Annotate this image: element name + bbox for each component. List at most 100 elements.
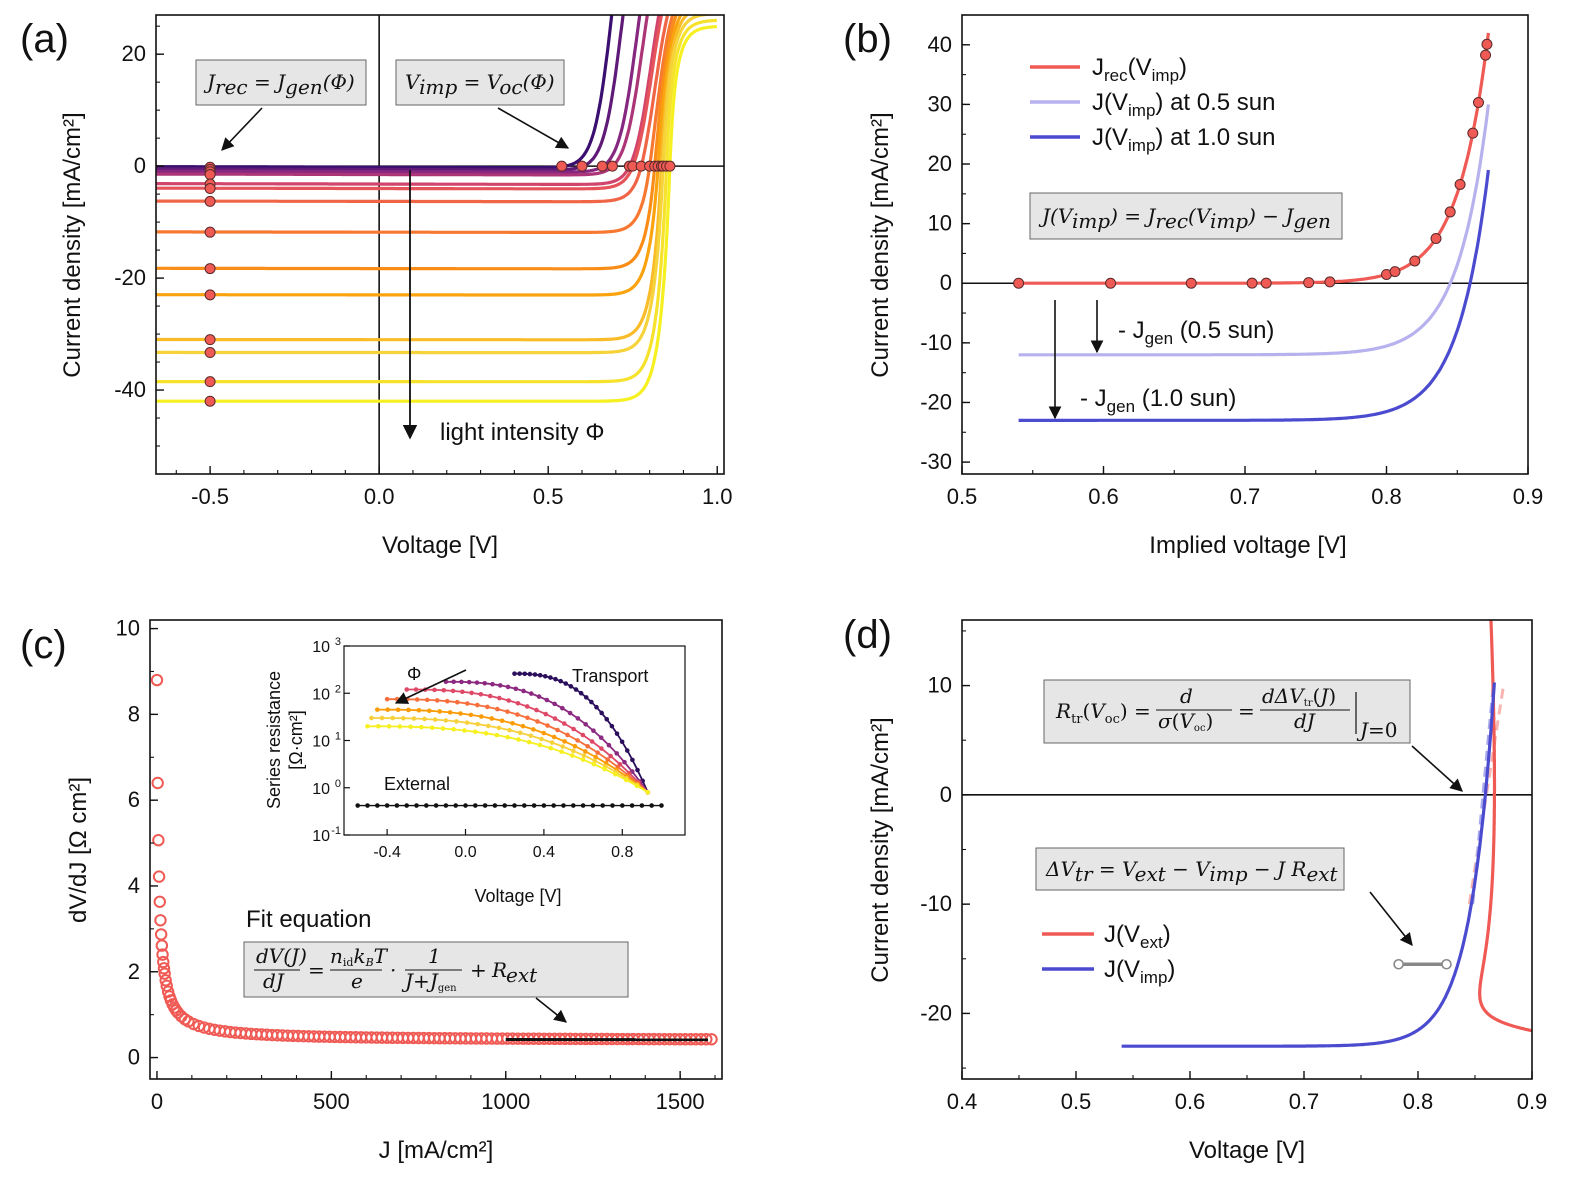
panel-a-arrow-left — [221, 107, 263, 151]
panel-c-fit-arrow — [535, 997, 567, 1023]
delta-vtr-left-marker — [1393, 958, 1404, 970]
transport-marker — [513, 686, 519, 692]
panel-a-eq-left: Jrec = Jgen(Φ) — [203, 70, 355, 99]
dvdj-marker — [156, 948, 169, 961]
iv-curve — [156, 15, 683, 297]
x-tick-label: 500 — [313, 1089, 350, 1114]
transport-marker — [645, 790, 651, 795]
transport-marker — [411, 716, 417, 721]
transport-marker — [432, 687, 437, 693]
external-marker — [610, 803, 615, 808]
inset-ylabel-line1: Series resistance — [264, 671, 284, 809]
transport-marker — [474, 680, 480, 685]
transport-marker — [549, 740, 555, 745]
jrec-marker — [1472, 96, 1484, 108]
dvdj-marker — [152, 870, 166, 883]
transport-marker — [553, 676, 558, 682]
transport-marker — [605, 757, 610, 762]
transport-marker — [451, 727, 457, 732]
transport-marker — [543, 711, 549, 717]
transport-marker — [580, 732, 586, 738]
panel-c-xlabel: J [mA/cm²] — [379, 1137, 494, 1164]
jsc-marker — [204, 169, 216, 181]
svg-text:dJ: dJ — [263, 969, 285, 993]
x-tick-label: 0.8 — [1371, 484, 1402, 509]
transport-marker — [375, 723, 381, 729]
svg-text:dV(J): dV(J) — [256, 944, 307, 968]
transport-marker — [408, 724, 413, 730]
svg-text:=: = — [1238, 699, 1255, 723]
transport-marker — [585, 743, 590, 749]
dvdj-marker — [158, 967, 171, 980]
x-tick-label: 0.9 — [1517, 1089, 1548, 1114]
transport-marker — [589, 699, 594, 705]
voc-marker — [576, 160, 588, 172]
jsc-marker — [204, 376, 216, 388]
transport-marker — [517, 730, 523, 736]
x-tick-label: 0.5 — [533, 484, 564, 509]
voc-marker — [596, 160, 608, 172]
transport-marker — [583, 749, 588, 754]
external-marker — [502, 803, 508, 808]
iv-curve — [156, 15, 625, 172]
transport-marker — [560, 705, 565, 711]
jsc-marker — [204, 195, 216, 207]
panel-b-arrow-one-label: - Jgen (1.0 sun) — [1080, 385, 1236, 416]
panel-a-axes: -0.5 0.0 0.5 1.0 -40 -20 0 20 — [114, 25, 733, 509]
inset-y-tick-label: 10 — [312, 639, 330, 656]
panel-a: (a) -0.5 0.0 0.5 1.0 -40 -20 0 20 Voltage [V] C… — [20, 14, 733, 559]
y-tick-label: -30 — [920, 449, 952, 474]
inset-x-tick-label: 0.4 — [533, 844, 555, 861]
transport-marker — [604, 716, 610, 722]
x-tick-label: 0.4 — [947, 1089, 978, 1114]
transport-marker — [578, 690, 584, 696]
transport-marker — [602, 766, 607, 772]
inset-y-tick-label: 10 — [312, 686, 330, 703]
transport-marker — [608, 753, 613, 759]
svg-text:d: d — [1180, 684, 1193, 708]
transport-marker — [581, 753, 587, 758]
transport-marker — [465, 701, 470, 706]
transport-marker — [520, 723, 526, 729]
external-marker — [600, 803, 605, 808]
transport-marker — [487, 693, 493, 699]
panel-d-equation-mid: ΔVtr = Vext − Vimp − J Rext — [1045, 857, 1339, 886]
jsc-marker — [204, 263, 216, 275]
transport-marker — [468, 712, 474, 718]
jvimp-curve — [1121, 682, 1496, 1048]
transport-marker — [598, 735, 604, 740]
transport-marker — [507, 727, 512, 733]
transport-marker — [563, 681, 569, 686]
jv-curve — [1018, 169, 1490, 422]
panel-label-a: (a) — [20, 17, 69, 61]
transport-marker — [385, 707, 391, 712]
jsc-marker — [204, 347, 216, 359]
transport-marker — [622, 759, 627, 765]
dvdj-marker — [155, 939, 169, 952]
transport-marker — [580, 757, 586, 762]
dvdj-marker — [152, 834, 165, 847]
iv-curve — [156, 15, 675, 234]
y-tick-label: 8 — [128, 701, 140, 726]
y-tick-label: 20 — [928, 151, 952, 176]
panel-d-equation-top-box — [1043, 679, 1411, 744]
panel-b-equation: J(Vimp) = Jrec(Vimp) − Jgen — [1038, 204, 1331, 233]
transport-marker — [429, 725, 435, 731]
transport-marker — [505, 709, 510, 714]
transport-marker — [422, 716, 427, 722]
inset-x-tick-label: -0.4 — [373, 844, 401, 861]
inset-y-tick-exponent: 1 — [335, 731, 341, 743]
external-marker — [580, 803, 586, 808]
transport-marker — [369, 715, 374, 721]
transport-marker — [539, 736, 544, 742]
transport-marker — [443, 718, 449, 723]
x-tick-label: 0.6 — [1088, 484, 1119, 509]
panel-c-fit-title: Fit equation — [246, 906, 371, 933]
panel-a-intensity-label: light intensity Φ — [440, 419, 605, 446]
inset-ylabel-line2: [Ω·cm²] — [286, 710, 306, 769]
panel-a-frame — [155, 14, 725, 475]
transport-marker — [525, 715, 530, 721]
inset-phi-arrow — [394, 669, 467, 704]
